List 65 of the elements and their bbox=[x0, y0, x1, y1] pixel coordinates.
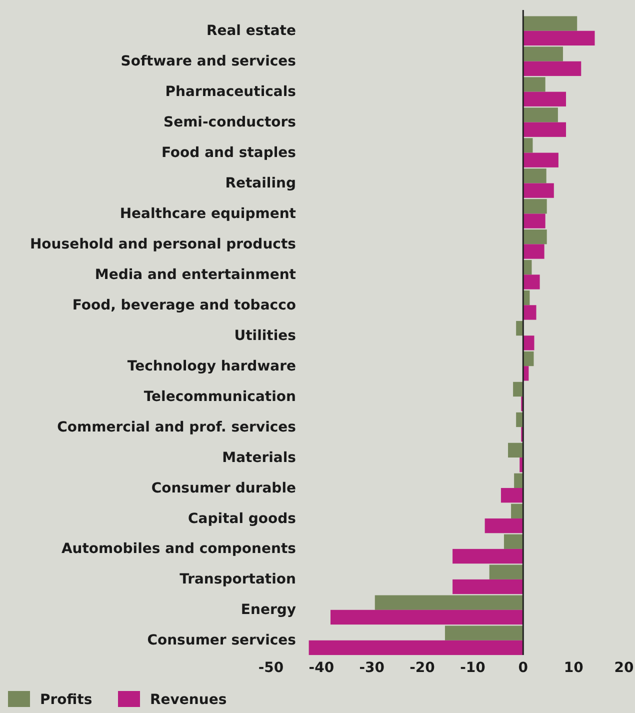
y-tick-label: Materials bbox=[222, 450, 296, 466]
x-tick-label: -30 bbox=[359, 660, 385, 676]
bar bbox=[523, 122, 566, 137]
bar bbox=[489, 564, 524, 580]
bar bbox=[516, 320, 524, 336]
x-tick-label: 10 bbox=[564, 660, 584, 676]
x-tick-label: -20 bbox=[410, 660, 436, 676]
bar bbox=[508, 442, 524, 458]
y-tick-label: Utilities bbox=[234, 328, 296, 344]
y-tick-label: Commercial and prof. services bbox=[57, 419, 296, 436]
y-tick-label: Energy bbox=[240, 602, 296, 618]
bar bbox=[523, 108, 558, 122]
bar bbox=[523, 30, 595, 46]
y-tick-label: Pharmaceuticals bbox=[165, 84, 296, 100]
bar bbox=[374, 595, 524, 610]
bar bbox=[330, 610, 524, 625]
bar bbox=[452, 579, 524, 594]
y-tick-label: Food, beverage and tobacco bbox=[72, 297, 296, 314]
bar bbox=[484, 518, 524, 534]
bar bbox=[513, 382, 524, 397]
x-tick-label: -10 bbox=[460, 660, 486, 676]
legend-label: Revenues bbox=[150, 692, 227, 708]
y-tick-label: Real estate bbox=[206, 23, 296, 40]
legend-label: Profits bbox=[40, 692, 92, 708]
y-tick-label: Food and staples bbox=[161, 145, 296, 162]
x-tick-label: -50 bbox=[258, 660, 284, 676]
y-tick-label: Automobiles and components bbox=[61, 541, 296, 558]
bar bbox=[514, 473, 524, 488]
bar bbox=[523, 92, 566, 106]
y-tick-label: Media and entertainment bbox=[94, 266, 296, 283]
bar bbox=[523, 274, 540, 290]
bar bbox=[523, 46, 563, 62]
bar bbox=[444, 626, 524, 640]
bar bbox=[523, 16, 578, 31]
y-tick-label: Transportation bbox=[180, 572, 296, 588]
y-tick-label: Telecommunication bbox=[144, 388, 296, 405]
bar bbox=[523, 152, 558, 168]
bar bbox=[523, 214, 546, 228]
bar bbox=[504, 534, 524, 549]
y-tick-label: Consumer services bbox=[147, 632, 296, 649]
y-tick-label: Household and personal products bbox=[30, 236, 296, 252]
bar bbox=[523, 244, 544, 259]
bar bbox=[523, 183, 554, 198]
y-tick-label: Capital goods bbox=[188, 510, 296, 527]
x-tick-label: -40 bbox=[308, 660, 334, 676]
y-tick-label: Semi-conductors bbox=[164, 114, 296, 131]
bar bbox=[523, 230, 547, 244]
y-tick-label: Consumer durable bbox=[151, 480, 296, 496]
bar bbox=[523, 61, 582, 76]
bar bbox=[523, 305, 536, 320]
x-tick-label: 20 bbox=[614, 660, 634, 676]
bar bbox=[308, 640, 524, 656]
y-tick-label: Retailing bbox=[225, 176, 296, 192]
bar bbox=[523, 168, 546, 184]
y-tick-label: Software and services bbox=[120, 54, 296, 70]
y-tick-label: Technology hardware bbox=[127, 358, 296, 374]
x-tick-label: 0 bbox=[518, 660, 528, 676]
bar bbox=[523, 77, 546, 92]
bar bbox=[523, 336, 534, 350]
bar bbox=[523, 199, 547, 214]
bar bbox=[511, 504, 524, 518]
bar bbox=[452, 548, 524, 564]
bar bbox=[500, 488, 524, 503]
y-tick-label: Healthcare equipment bbox=[120, 206, 296, 222]
bar bbox=[516, 412, 524, 428]
